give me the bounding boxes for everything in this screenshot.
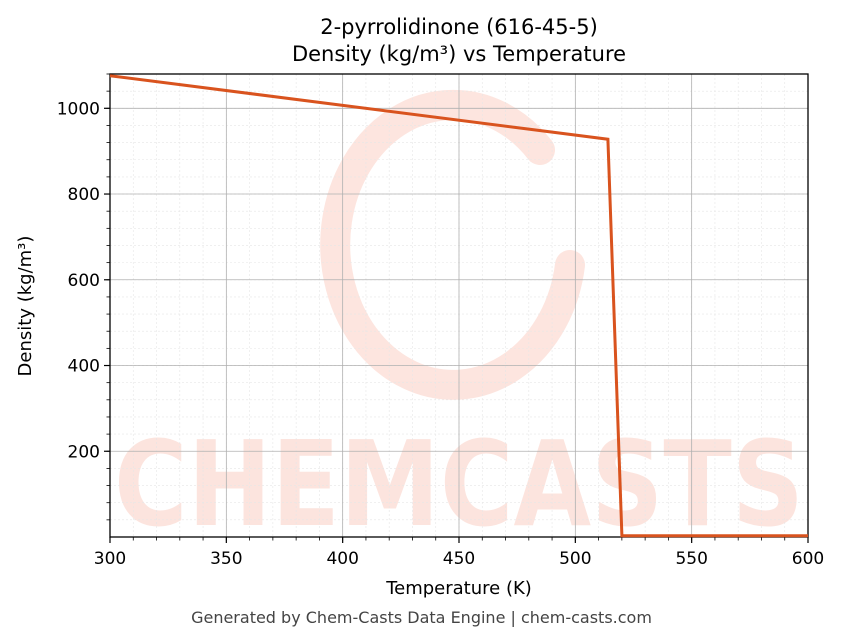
y-tick-label: 1000 (57, 99, 100, 119)
y-tick-label: 200 (68, 442, 100, 462)
x-tick-label: 450 (443, 549, 475, 569)
x-tick-label: 500 (559, 549, 591, 569)
footer-credit: Generated by Chem-Casts Data Engine | ch… (191, 608, 652, 627)
y-axis-label: Density (kg/m³) (15, 236, 36, 377)
x-tick-label: 350 (210, 549, 242, 569)
chart-title: 2-pyrrolidinone (616-45-5) (320, 15, 598, 39)
series-line (109, 74, 808, 538)
chart-subtitle: Density (kg/m³) vs Temperature (292, 42, 626, 66)
x-axis-label: Temperature (K) (385, 578, 532, 599)
x-tick-label: 550 (675, 549, 707, 569)
y-tick-label: 600 (68, 271, 100, 291)
x-tick-label: 600 (792, 549, 824, 569)
y-tick-labels: 200 400 600 800 1000 (57, 99, 100, 462)
x-tick-label: 300 (94, 549, 126, 569)
x-tick-label: 400 (326, 549, 358, 569)
y-tick-label: 400 (68, 357, 100, 377)
y-tick-label: 800 (68, 185, 100, 205)
x-tick-labels: 300 350 400 450 500 550 600 (94, 549, 824, 569)
axis-ticks (104, 73, 809, 543)
